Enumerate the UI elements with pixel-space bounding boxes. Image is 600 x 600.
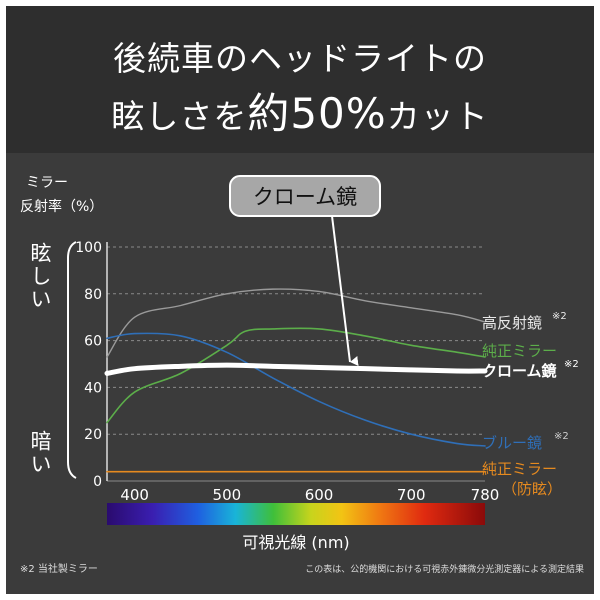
label-oem-mirror: 純正ミラー — [482, 342, 557, 360]
footnote-right: この表は、公的機関における可視赤外錬微分光測定器による測定結果 — [305, 563, 584, 575]
infographic: 後続車のヘッドライトの 眩しさを約50%カット ミラー 反射率（%） — [6, 6, 594, 594]
y-axis-top-label: 眩しい — [28, 242, 52, 311]
series-line-0 — [106, 288, 486, 358]
x-tick-400: 400 — [120, 486, 149, 504]
label-oem-antiglare-line2: （防眩） — [502, 480, 562, 498]
label-chrome: クローム鏡 — [482, 362, 557, 380]
x-tick-600: 600 — [305, 486, 334, 504]
y-tick-labels: 0 20 40 60 80 100 — [75, 240, 102, 490]
title-pre: 眩しさを — [111, 97, 248, 136]
callout-box — [229, 175, 381, 217]
footnote-left: ※2 当社製ミラー — [20, 562, 98, 575]
x-tick-780: 780 — [471, 486, 500, 504]
label-high-reflect: 高反射鏡 — [482, 314, 542, 332]
series-line-2 — [104, 362, 488, 376]
header-banner: 後続車のヘッドライトの 眩しさを約50%カット — [6, 6, 594, 153]
y-axis-title-line1: ミラー — [26, 175, 68, 191]
y-tick-20: 20 — [84, 427, 102, 443]
series-line-3 — [106, 332, 486, 447]
x-tick-500: 500 — [213, 486, 242, 504]
title-post: カット — [386, 97, 489, 136]
note-chrome: ※2 — [564, 359, 579, 370]
page-title-line1: 後続車のヘッドライトの — [113, 39, 487, 78]
reflectance-chart: ミラー 反射率（%） 眩しい 暗い 0 20 40 60 80 100 400 500 600… — [20, 175, 584, 575]
note-blue: ※2 — [554, 431, 569, 442]
x-axis-title: 可視光線 (nm) — [242, 533, 349, 552]
page-title-line2: 眩しさを約50%カット — [6, 80, 594, 141]
label-oem-antiglare-line1: 純正ミラー — [482, 460, 557, 478]
callout-label: クローム鏡 — [253, 185, 357, 209]
y-axis-bracket — [67, 241, 77, 479]
series-lines — [104, 288, 488, 473]
callout-arrow — [331, 215, 359, 366]
label-blue: ブルー鏡 — [482, 434, 542, 452]
x-tick-700: 700 — [397, 486, 426, 504]
y-tick-40: 40 — [84, 380, 102, 396]
series-line-1 — [106, 327, 486, 424]
y-axis-bottom-label: 暗い — [28, 430, 52, 476]
title-highlight: 約50% — [247, 89, 387, 138]
x-tick-labels: 400 500 600 700 780 — [120, 486, 499, 504]
note-high-reflect: ※2 — [552, 311, 567, 322]
spectrum-bar — [107, 503, 485, 525]
y-tick-60: 60 — [84, 334, 102, 350]
y-tick-80: 80 — [84, 287, 102, 303]
grid-lines — [107, 246, 485, 482]
y-tick-100: 100 — [75, 240, 102, 256]
y-axis-title-line2: 反射率（%） — [20, 198, 103, 215]
y-tick-0: 0 — [93, 474, 102, 490]
